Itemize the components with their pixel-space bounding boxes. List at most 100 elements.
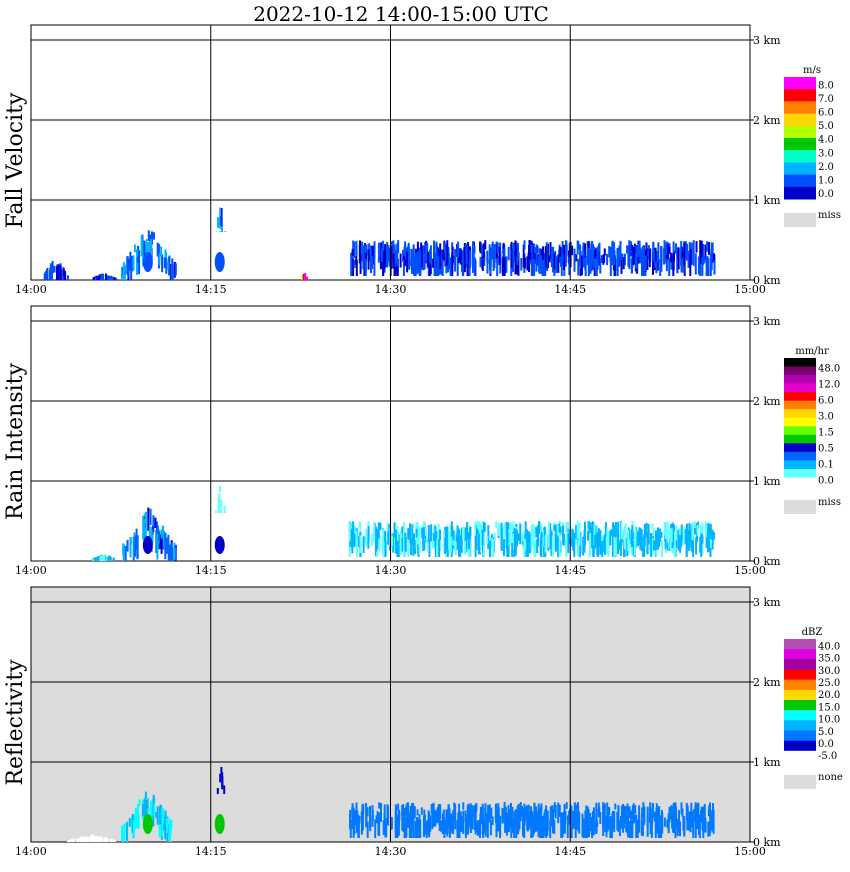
echo-cell xyxy=(457,525,459,540)
echo-cell xyxy=(511,807,513,825)
time-tick-label: 14:00 xyxy=(15,564,47,577)
echo-cell xyxy=(616,248,618,271)
echo-cell xyxy=(631,245,633,251)
echo-cell xyxy=(581,256,583,275)
echo-cell xyxy=(382,529,384,555)
echo-cell xyxy=(523,538,525,557)
echo-cell xyxy=(506,540,508,557)
echo-cell xyxy=(508,247,510,260)
legend-label: 7.0 xyxy=(818,94,834,105)
echo-cell xyxy=(158,253,160,264)
echo-cell xyxy=(160,246,162,256)
echo-cell xyxy=(175,263,177,275)
legend-label: 48.0 xyxy=(818,364,840,375)
echo-cell xyxy=(466,244,468,265)
echo-cell xyxy=(383,820,385,835)
echo-cell xyxy=(77,839,79,842)
echo-cell xyxy=(358,536,360,547)
echo-cell xyxy=(634,805,636,814)
echo-cell xyxy=(490,820,492,835)
echo-cell xyxy=(67,275,69,280)
echo-cell xyxy=(710,249,712,263)
echo-cell xyxy=(349,810,351,829)
legend-swatch xyxy=(784,392,816,401)
echo-cell xyxy=(470,803,472,812)
echo-cell xyxy=(479,242,481,252)
echo-cell xyxy=(414,806,416,818)
echo-cell xyxy=(442,250,444,259)
echo-cell xyxy=(559,533,561,557)
height-tick-label: 2 km xyxy=(753,395,781,408)
echo-cell xyxy=(380,803,382,822)
echo-cell xyxy=(502,258,504,276)
echo-cell xyxy=(664,818,666,827)
echo-cell xyxy=(438,817,440,825)
echo-cell xyxy=(689,254,691,276)
echo-cell xyxy=(474,806,476,831)
legend-swatch xyxy=(784,690,816,701)
echo-cell xyxy=(689,811,691,818)
echo-cell xyxy=(168,545,170,561)
echo-cell xyxy=(653,540,655,550)
echo-cell xyxy=(683,243,685,266)
echo-cell xyxy=(371,256,373,269)
time-tick-label: 14:15 xyxy=(195,283,227,296)
echo-cell xyxy=(562,526,564,545)
legend-label: 4.0 xyxy=(818,135,834,146)
echo-cell xyxy=(418,527,420,547)
echo-cell xyxy=(497,243,499,254)
echo-cell xyxy=(401,805,403,816)
echo-cell xyxy=(157,806,159,825)
echo-cell xyxy=(358,816,360,823)
echo-cell xyxy=(538,257,540,273)
echo-cell xyxy=(577,540,579,557)
legend-label: 0.0 xyxy=(818,739,834,750)
echo-cell xyxy=(670,805,672,819)
echo-cell xyxy=(143,241,145,256)
echo-cell xyxy=(407,803,409,814)
echo-cell xyxy=(627,804,629,819)
echo-cell xyxy=(154,518,156,528)
echo-cell xyxy=(675,243,677,253)
echo-cell xyxy=(582,537,584,556)
legend-swatch xyxy=(784,659,816,670)
echo-cell xyxy=(589,539,591,557)
panel-ylabel: Fall Velocity xyxy=(3,92,28,228)
echo-cell xyxy=(672,821,674,833)
echo-cell xyxy=(606,803,608,817)
echo-cell xyxy=(618,806,620,812)
echo-cell xyxy=(621,522,623,539)
echo-cell xyxy=(421,245,423,267)
echo-cell xyxy=(365,253,367,259)
echo-cell xyxy=(562,255,564,262)
legend-missing-swatch xyxy=(784,775,816,789)
echo-cell xyxy=(593,817,595,830)
echo-cell xyxy=(221,225,223,232)
echo-cell xyxy=(705,525,707,535)
echo-cell xyxy=(666,258,668,271)
echo-cell xyxy=(509,522,511,545)
echo-cell xyxy=(219,774,221,783)
echo-cell xyxy=(475,803,477,812)
echo-cell xyxy=(665,539,667,549)
echo-cell xyxy=(442,813,444,831)
echo-cell xyxy=(654,812,656,822)
echo-cell xyxy=(501,523,503,548)
echo-cell xyxy=(438,539,440,557)
echo-cell xyxy=(617,522,619,537)
legend-label: 0.1 xyxy=(818,460,834,471)
echo-cell xyxy=(579,245,581,262)
height-tick-label: 3 km xyxy=(753,34,781,47)
echo-cell xyxy=(143,519,145,534)
echo-cell xyxy=(613,537,615,557)
echo-cell xyxy=(639,527,641,544)
echo-cell xyxy=(173,543,175,561)
echo-cell xyxy=(516,822,518,833)
echo-cell xyxy=(80,838,82,843)
echo-cell xyxy=(123,830,125,841)
echo-cell xyxy=(437,807,439,820)
echo-cell xyxy=(396,245,398,266)
echo-cell xyxy=(577,521,579,538)
